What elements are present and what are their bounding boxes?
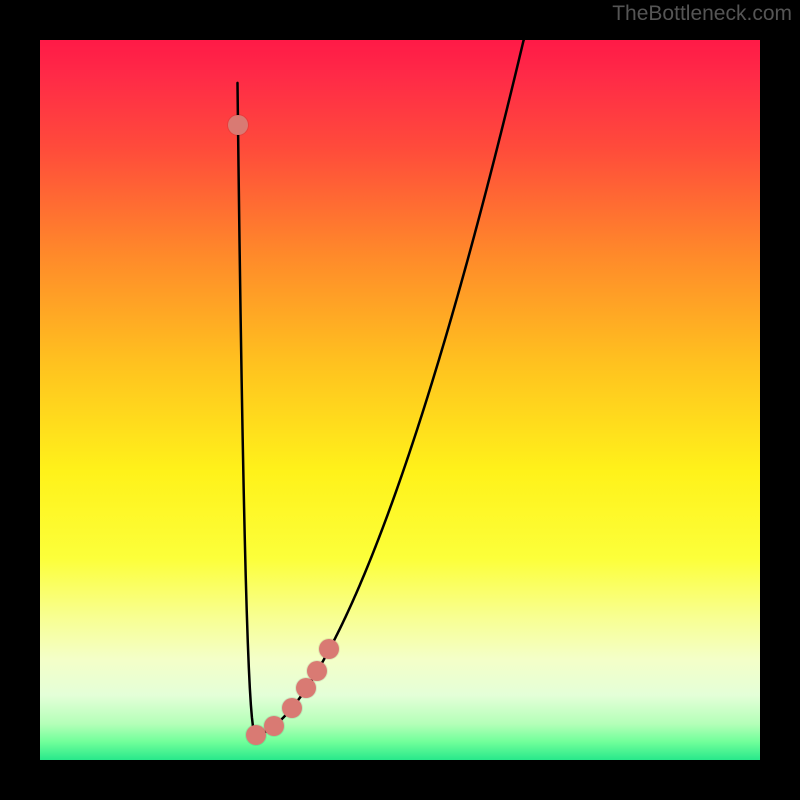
curve-marker xyxy=(307,661,327,681)
curve-marker xyxy=(282,698,302,718)
curve-marker xyxy=(296,678,316,698)
plot-area xyxy=(40,40,760,760)
curve-marker xyxy=(264,716,284,736)
bottleneck-curve xyxy=(40,40,760,760)
curve-marker xyxy=(228,115,248,135)
watermark-text: TheBottleneck.com xyxy=(612,2,792,26)
curve-marker xyxy=(246,725,266,745)
curve-marker xyxy=(319,639,339,659)
